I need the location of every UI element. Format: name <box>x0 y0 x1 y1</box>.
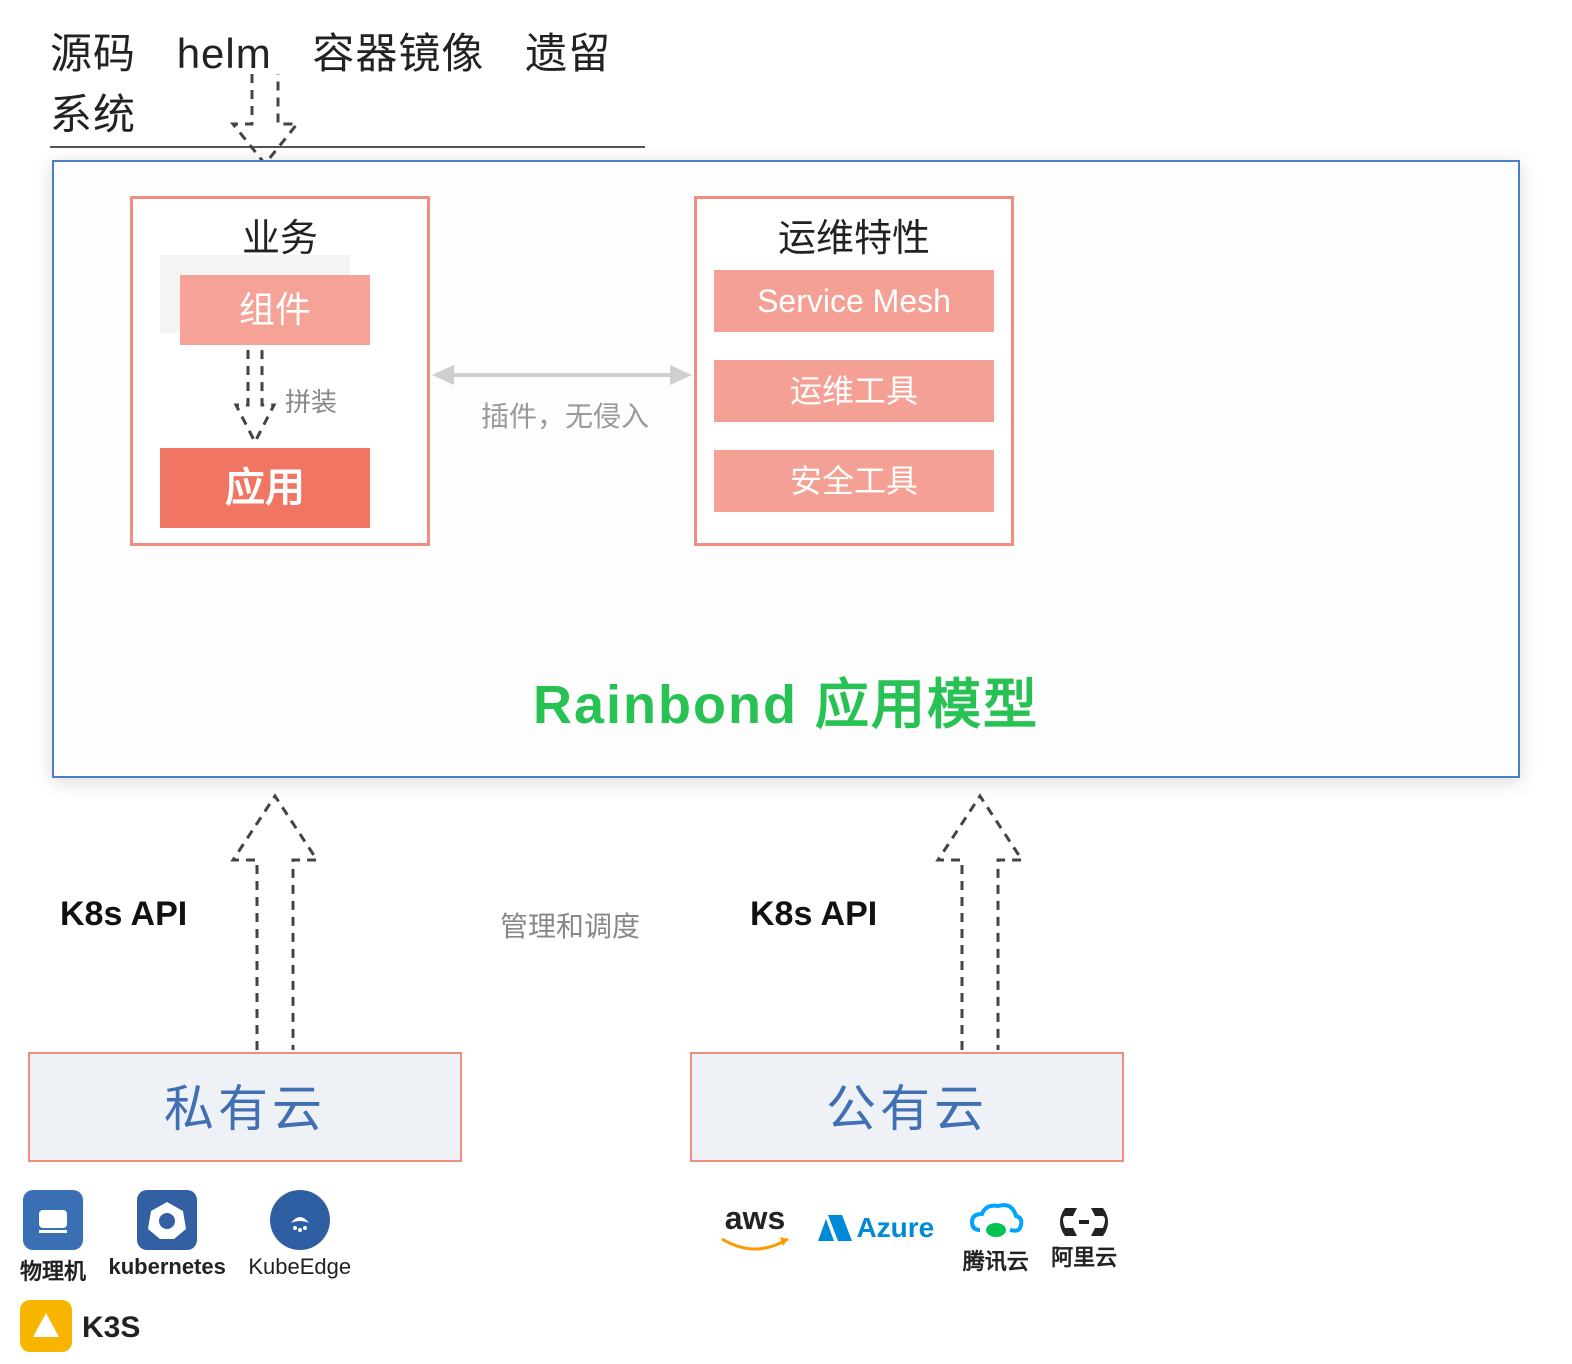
plugin-label: 插件，无侵入 <box>450 395 680 435</box>
src-item: 源码 <box>50 30 136 77</box>
azure-icon <box>818 1213 852 1243</box>
private-cloud-box: 私有云 <box>28 1052 462 1162</box>
component-block: 组件 <box>180 275 370 345</box>
provider-aws: aws <box>720 1200 790 1255</box>
aws-smile-icon <box>720 1237 790 1255</box>
tencent-cloud-icon <box>968 1200 1024 1240</box>
provider-kubeedge: KubeEdge <box>248 1190 351 1280</box>
assemble-label: 拼装 <box>285 382 405 419</box>
src-item: helm <box>177 30 272 77</box>
k8s-api-right-label: K8s API <box>750 895 920 934</box>
kubeedge-icon <box>270 1190 330 1250</box>
provider-label: aws <box>725 1200 785 1237</box>
ops-item: 运维工具 <box>714 360 994 422</box>
ops-item: Service Mesh <box>714 270 994 332</box>
private-providers-row: 物理机 kubernetes KubeEdge K3S <box>20 1190 500 1300</box>
provider-label: Azure <box>856 1212 934 1244</box>
ops-title: 运维特性 <box>697 207 1011 262</box>
provider-k3s: K3S <box>20 1300 140 1352</box>
arrow-sources-down-icon <box>225 74 305 168</box>
ops-item: 安全工具 <box>714 450 994 512</box>
provider-label: K3S <box>82 1311 140 1345</box>
business-title: 业务 <box>133 207 427 262</box>
src-item: 容器镜像 <box>312 30 484 77</box>
mgmt-label: 管理和调度 <box>460 905 680 945</box>
arrow-public-up-icon <box>930 790 1030 1050</box>
public-cloud-box: 公有云 <box>690 1052 1124 1162</box>
public-providers-row: aws Azure 腾讯云 阿里云 <box>720 1200 1150 1300</box>
arrow-private-up-icon <box>225 790 325 1050</box>
server-icon <box>23 1190 83 1250</box>
provider-tencent: 腾讯云 <box>963 1200 1029 1276</box>
aliyun-icon <box>1059 1200 1109 1236</box>
provider-label: kubernetes <box>108 1254 225 1280</box>
k3s-icon <box>20 1300 72 1352</box>
rainbond-title: Rainbond 应用模型 <box>52 660 1520 739</box>
app-block: 应用 <box>160 448 370 528</box>
provider-label: KubeEdge <box>248 1254 351 1280</box>
diagram-canvas: 源码 helm 容器镜像 遗留系统 业务 组件 拼装 应用 运维特性 Servi… <box>0 0 1572 1364</box>
provider-aliyun: 阿里云 <box>1051 1200 1117 1272</box>
provider-label: 腾讯云 <box>963 1244 1029 1276</box>
top-sources-row: 源码 helm 容器镜像 遗留系统 <box>50 20 645 148</box>
provider-kubernetes: kubernetes <box>108 1190 225 1280</box>
provider-azure: Azure <box>818 1212 934 1244</box>
k8s-api-left-label: K8s API <box>60 895 230 934</box>
provider-label: 阿里云 <box>1051 1240 1117 1272</box>
arrow-plugin-bidir-icon <box>432 355 692 395</box>
provider-physical: 物理机 <box>20 1190 86 1286</box>
arrow-assemble-down-icon <box>230 350 280 446</box>
k8s-icon <box>137 1190 197 1250</box>
provider-label: 物理机 <box>20 1254 86 1286</box>
